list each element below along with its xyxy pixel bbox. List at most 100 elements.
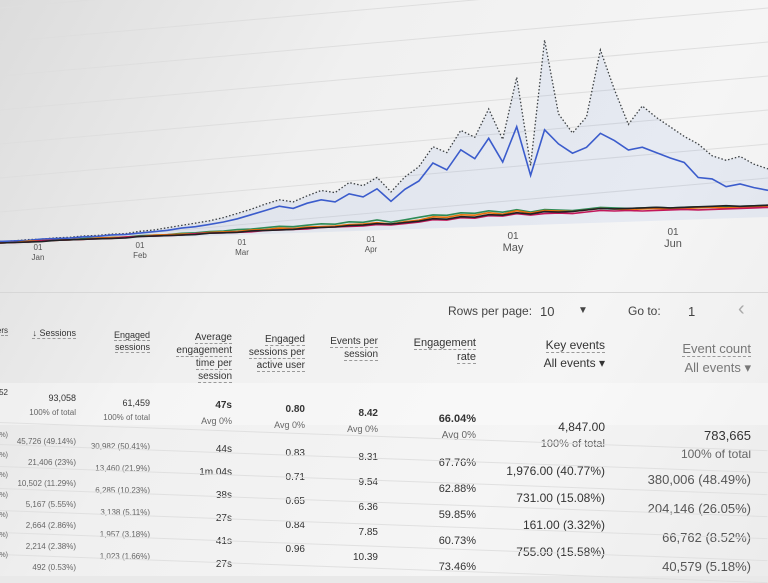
total-value: 0.80 <box>285 404 305 415</box>
previous-page-icon[interactable]: ‹ <box>738 298 745 320</box>
column-header-label: Key events <box>545 338 605 353</box>
x-tick-month: Jun <box>664 238 682 250</box>
rows-per-page-select[interactable]: 10 ▼ <box>532 299 592 321</box>
table-cell: 0.83 <box>285 448 305 459</box>
total-value: 93,058 <box>48 393 76 403</box>
table-cell: 9.54 <box>358 477 378 488</box>
pagination-bar: Rows per page: 10 ▼ Go to: 1 ‹ <box>0 296 768 326</box>
total-subtext: Avg 0% <box>274 420 305 430</box>
column-header[interactable]: Engaged sessions <box>80 329 150 353</box>
series-line-2 <box>0 124 768 243</box>
table-cell: 2,664 (2.86%) <box>25 521 76 530</box>
table-cell: 40,579 (5.18%) <box>662 559 751 574</box>
total-subtext: 100% of total <box>29 408 76 417</box>
total-value: 66.04% <box>438 413 476 425</box>
series-area <box>0 40 768 243</box>
goto-label: Go to: <box>628 304 661 318</box>
column-header[interactable]: ↓ Sessions <box>6 327 76 339</box>
gridline <box>0 143 768 213</box>
rows-per-page-label: Rows per page: <box>448 304 533 318</box>
total-value: 783,665 <box>704 428 751 443</box>
x-tick-day: 01 <box>507 231 519 242</box>
table-cell: 2,214 (2.38%) <box>25 542 76 551</box>
table-cell: 7.85 <box>358 527 378 538</box>
table-cell: %) <box>0 472 8 479</box>
event-filter-dropdown[interactable]: All events ▾ <box>641 360 751 376</box>
table-cell: 1m 04s <box>199 467 232 478</box>
column-header-label: Events per session <box>330 336 378 361</box>
total-subtext: Avg 0% <box>441 430 476 441</box>
goto-page-input[interactable]: 1 <box>676 299 716 321</box>
event-filter-value: All events <box>543 356 596 370</box>
table-cell: 13,460 (21.9%) <box>95 464 150 473</box>
column-header-label: Event count <box>682 341 751 357</box>
table-cell: 1,023 (1.66%) <box>99 552 150 561</box>
column-header-label: Engagement rate <box>413 337 476 364</box>
gridline <box>0 0 97 9</box>
table-cell: 45,726 (49.14%) <box>16 437 76 446</box>
event-filter-dropdown[interactable]: All events ▾ <box>495 356 605 371</box>
x-tick-day: 01 <box>34 243 43 252</box>
table-cell: 731.00 (15.08%) <box>516 491 605 505</box>
table-cell: 3,138 (5.11%) <box>100 508 150 517</box>
x-tick-month: Jan <box>32 253 45 262</box>
table-cell: 10.39 <box>352 552 378 563</box>
table-cell: 6.36 <box>358 502 378 513</box>
table-cell: %) <box>0 492 8 499</box>
total-subtext: Avg 0% <box>347 424 378 434</box>
series-line-1 <box>0 39 768 243</box>
table-cell: %) <box>0 512 8 519</box>
gridline <box>0 41 768 111</box>
table-cell: 0.96 <box>285 544 305 555</box>
total-subtext: Avg 0% <box>201 416 232 426</box>
table-cell: 67.76% <box>438 457 476 469</box>
total-value: 61,459 <box>122 398 150 408</box>
x-tick-day: 01 <box>136 241 145 250</box>
series-line-6 <box>0 204 768 244</box>
x-tick-month: May <box>503 242 524 254</box>
total-value: 4,847.00 <box>558 420 605 434</box>
x-tick-day: 01 <box>367 235 376 244</box>
table-cell: 1,957 (3.18%) <box>99 530 150 539</box>
column-header-label: ers <box>0 326 8 336</box>
total-value: 47s <box>215 400 232 411</box>
event-filter-value: All events <box>684 360 741 375</box>
table-cell: 62.88% <box>438 483 476 495</box>
table-cell: %) <box>0 452 8 459</box>
table-cell: %) <box>0 532 8 539</box>
gridline <box>0 7 768 77</box>
table-cell: 161.00 (3.32%) <box>522 518 605 532</box>
table-cell: 6,285 (10.23%) <box>95 486 150 495</box>
rows-per-page-value: 10 <box>540 304 555 319</box>
gridline <box>0 109 768 179</box>
total-subtext: 100% of total <box>680 447 751 461</box>
table-cell: 1,976.00 (40.77%) <box>506 464 605 478</box>
column-header-label: Engaged sessions <box>113 330 150 353</box>
table-cell: 41s <box>215 536 232 547</box>
table-cell: %) <box>0 432 8 439</box>
column-header[interactable]: Event count All events ▾ <box>641 341 751 376</box>
column-header[interactable]: ers <box>0 325 8 336</box>
table-cell: 60.73% <box>438 535 476 547</box>
total-subtext: 100% of total <box>103 413 150 422</box>
table-cell: 5,167 (5.55%) <box>25 500 76 509</box>
row-divider <box>0 554 768 583</box>
gridline <box>0 75 768 145</box>
table-cell: 44s <box>215 444 232 455</box>
table-cell: 10,502 (11.29%) <box>17 479 76 488</box>
table-cell: %) <box>0 552 8 559</box>
column-header[interactable]: Events per session <box>308 335 378 361</box>
column-header[interactable]: Engaged sessions per active user <box>235 333 305 372</box>
gridline <box>0 0 481 43</box>
column-header[interactable]: Key events All events ▾ <box>495 338 605 371</box>
total-value: 52 <box>0 388 8 397</box>
table-cell: 0.65 <box>285 496 305 507</box>
column-header[interactable]: Engagement rate <box>406 336 476 364</box>
table-cell: 21,406 (23%) <box>27 458 76 467</box>
column-header-label: Average engagement time per session <box>176 332 232 383</box>
column-header[interactable]: Average engagement time per session <box>162 331 232 383</box>
x-tick-month: Feb <box>133 251 147 260</box>
x-tick-month: Mar <box>235 248 249 257</box>
